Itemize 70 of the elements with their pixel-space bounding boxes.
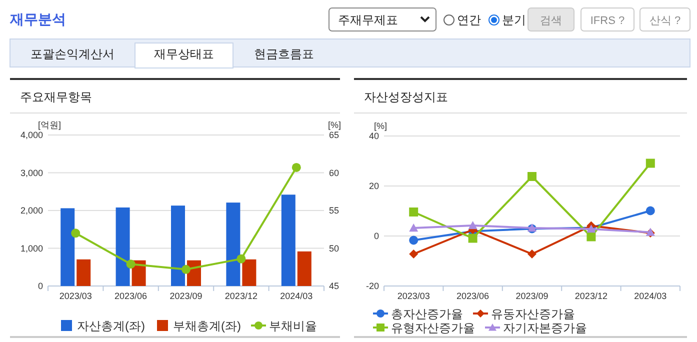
bar — [60, 208, 75, 286]
point — [292, 162, 301, 172]
y-tick-label: -20 — [366, 281, 379, 291]
y-tick-label: 20 — [368, 181, 379, 191]
legend-label: 자기자본증가율 — [503, 321, 587, 335]
x-tick-label: 2024/03 — [280, 291, 313, 301]
x-tick-label: 2024/03 — [634, 291, 667, 301]
y2-axis-title: [%] — [328, 120, 342, 130]
point — [646, 206, 655, 216]
point — [528, 250, 536, 258]
text: 현금흐름표 — [254, 47, 314, 61]
x-tick-label: 2023/03 — [397, 291, 430, 301]
bar — [281, 194, 296, 286]
y-axis-title: [억원] — [38, 120, 62, 130]
x-tick-label: 2023/03 — [59, 291, 92, 301]
point — [646, 158, 655, 168]
text: 산식 ? — [649, 15, 681, 27]
chart-title: 자산성장성지표 — [364, 90, 448, 104]
point — [409, 224, 418, 232]
y-tick-label: 3,000 — [20, 168, 43, 178]
x-tick-label: 2023/09 — [170, 291, 202, 301]
text: 재무상태표 — [154, 47, 214, 61]
point — [126, 260, 136, 269]
bar — [226, 202, 240, 286]
text: 연간 — [457, 13, 481, 27]
legend-label: 부채총계(좌) — [173, 319, 241, 333]
point — [409, 208, 418, 216]
text: 주재무제표 — [338, 13, 398, 27]
bar — [116, 207, 130, 286]
point — [409, 236, 418, 245]
point — [528, 172, 536, 181]
text: 재무분석 — [9, 11, 66, 27]
legend-label: 유동자산증가율 — [491, 307, 575, 321]
x-tick-label: 2023/12 — [224, 291, 258, 301]
legend-label: 자산총계(좌) — [77, 319, 145, 333]
bar — [171, 206, 185, 286]
point — [182, 264, 190, 274]
y-tick-label: 2,000 — [20, 206, 43, 216]
legend-label: 유형자산증가율 — [391, 321, 475, 335]
x-tick-label: 2023/06 — [456, 291, 490, 301]
point — [468, 234, 478, 243]
x-tick-label: 2023/12 — [574, 291, 608, 301]
text: 포괄손익계산서 — [30, 47, 114, 61]
y-tick-label: 40 — [368, 131, 379, 141]
bar — [297, 251, 312, 286]
text: 검색 — [540, 15, 562, 27]
text: 분기 — [502, 13, 526, 27]
y2-tick-label: 65 — [329, 130, 340, 140]
chart-title: 주요재무항목 — [20, 90, 92, 104]
text: IFRS ? — [590, 15, 625, 27]
point — [71, 228, 80, 238]
y-tick-label: 0 — [38, 281, 43, 291]
y-tick-label: 0 — [374, 231, 379, 241]
x-tick-label: 2023/09 — [516, 291, 548, 301]
bar — [76, 259, 91, 286]
x-tick-label: 2023/06 — [114, 291, 148, 301]
y2-tick-label: 50 — [329, 243, 340, 254]
y-tick-label: 1,000 — [20, 243, 43, 254]
legend-label: 부채비율 — [269, 319, 317, 333]
y-tick-label: 4,000 — [20, 130, 43, 140]
legend-label: 총자산증가율 — [391, 307, 463, 321]
y2-tick-label: 55 — [329, 206, 340, 216]
point — [409, 250, 418, 258]
point — [468, 221, 478, 230]
bar — [242, 259, 256, 286]
y2-tick-label: 60 — [329, 168, 340, 178]
y-axis-title: [%] — [374, 121, 388, 131]
point — [236, 254, 246, 264]
y2-tick-label: 45 — [329, 281, 340, 291]
point — [586, 232, 596, 242]
